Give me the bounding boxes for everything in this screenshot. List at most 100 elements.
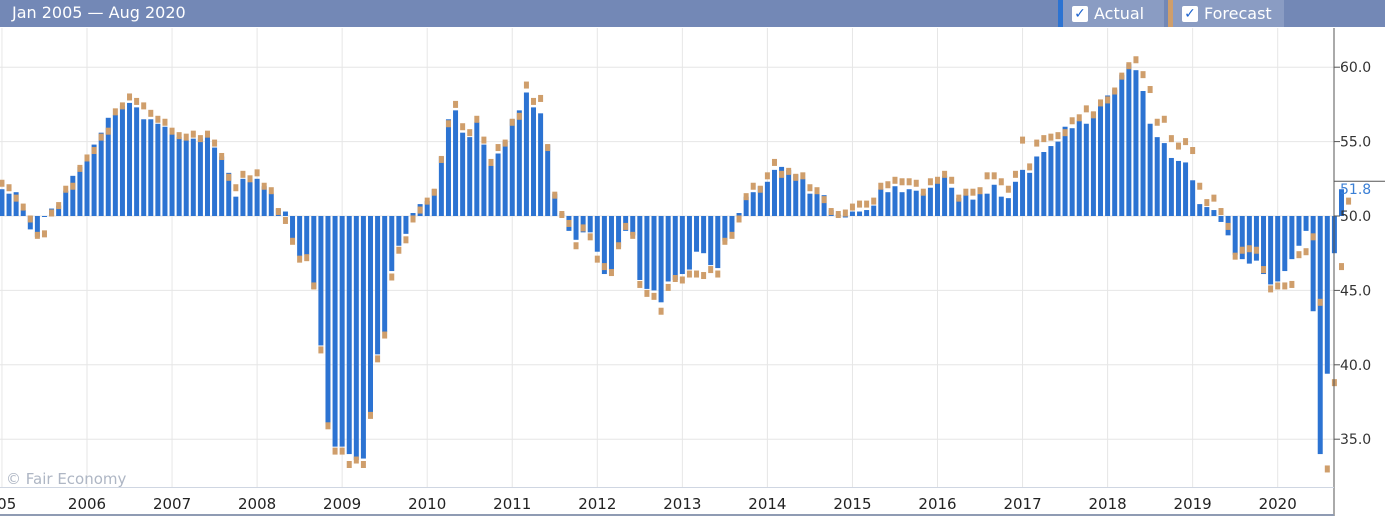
forecast-marker — [467, 129, 473, 137]
forecast-marker — [1034, 139, 1040, 147]
actual-bar — [637, 216, 643, 280]
forecast-marker — [403, 236, 409, 244]
forecast-marker — [587, 233, 593, 241]
x-tick-label: 2014 — [748, 495, 786, 513]
legend-forecast-toggle[interactable]: ✓ Forecast — [1168, 0, 1284, 27]
forecast-marker — [148, 109, 154, 117]
actual-bar — [538, 113, 544, 216]
forecast-marker — [1083, 105, 1089, 113]
actual-bar — [63, 190, 69, 216]
actual-bar — [580, 216, 586, 233]
forecast-marker — [1346, 197, 1352, 205]
x-tick-label: 005 — [0, 495, 16, 513]
x-tick-label: 2008 — [238, 495, 276, 513]
forecast-marker — [84, 154, 90, 162]
forecast-marker — [857, 200, 863, 208]
forecast-marker — [984, 172, 990, 180]
actual-bar — [346, 216, 352, 455]
forecast-marker — [183, 133, 189, 141]
forecast-checkbox-icon[interactable]: ✓ — [1182, 5, 1198, 22]
forecast-marker — [1133, 56, 1139, 64]
forecast-marker — [573, 242, 579, 250]
actual-bar — [885, 192, 891, 216]
forecast-marker — [368, 411, 373, 419]
actual-bar — [247, 181, 253, 216]
forecast-marker — [679, 276, 685, 284]
actual-bar — [1268, 216, 1274, 285]
forecast-marker — [1183, 138, 1189, 146]
forecast-marker — [176, 132, 182, 140]
forecast-marker — [495, 144, 501, 152]
actual-bar — [1005, 198, 1011, 216]
forecast-marker — [1005, 185, 1011, 193]
actual-bar — [920, 193, 926, 216]
forecast-marker — [708, 266, 714, 274]
forecast-marker — [141, 102, 147, 110]
actual-bar — [488, 160, 494, 216]
forecast-marker — [27, 215, 33, 223]
watermark: © Fair Economy — [6, 470, 127, 488]
forecast-marker — [942, 170, 948, 178]
axes: 35.0 40.0 45.0 50.0 55.0 60.0 005 2006 2007 2008 2… — [0, 28, 1385, 516]
actual-bar — [41, 216, 47, 217]
actual-bar — [438, 156, 444, 216]
actual-bar — [375, 216, 381, 355]
forecast-marker — [226, 173, 232, 181]
legend-actual-toggle[interactable]: ✓ Actual — [1058, 0, 1164, 27]
actual-bar — [849, 211, 855, 216]
forecast-marker — [970, 188, 976, 196]
actual-bar — [155, 123, 161, 216]
actual-bar — [169, 134, 175, 216]
actual-bar — [516, 110, 522, 216]
actual-bar — [1261, 216, 1267, 275]
actual-bar — [573, 216, 579, 240]
forecast-marker — [1197, 182, 1203, 190]
forecast-marker — [991, 172, 997, 180]
forecast-marker — [1098, 99, 1104, 107]
actual-bar — [1098, 105, 1104, 216]
actual-checkbox-icon[interactable]: ✓ — [1072, 5, 1088, 22]
forecast-marker — [1225, 222, 1231, 230]
actual-bar — [651, 216, 657, 291]
actual-bar — [91, 144, 97, 216]
actual-bar — [445, 119, 451, 216]
actual-bar — [13, 192, 19, 216]
actual-bar — [814, 192, 820, 216]
actual-bar — [1303, 216, 1309, 231]
forecast-marker — [821, 196, 827, 204]
actual-bar — [630, 216, 636, 236]
actual-bar — [304, 216, 310, 255]
forecast-marker — [1310, 233, 1316, 241]
actual-bar — [183, 140, 189, 216]
forecast-marker — [913, 179, 919, 187]
actual-bar — [963, 195, 969, 216]
actual-bar — [6, 193, 12, 216]
forecast-marker — [1048, 133, 1054, 141]
actual-bar — [708, 216, 714, 266]
actual-bar — [56, 205, 62, 216]
forecast-marker — [566, 219, 572, 227]
actual-bar — [601, 216, 607, 275]
forecast-marker — [1211, 194, 1217, 202]
actual-bar — [715, 216, 721, 269]
forecast-marker — [1161, 115, 1167, 123]
actual-bar — [254, 178, 260, 216]
actual-bar — [892, 186, 898, 216]
forecast-marker — [63, 185, 69, 193]
forecast-marker — [608, 269, 614, 277]
actual-bar — [984, 193, 990, 216]
actual-bar — [658, 216, 664, 303]
actual-bar — [1310, 216, 1316, 312]
forecast-marker — [658, 307, 664, 315]
actual-bar — [998, 196, 1004, 216]
actual-swatch — [1058, 0, 1063, 27]
actual-bar — [878, 189, 884, 216]
actual-bar — [956, 198, 962, 216]
actual-bar — [148, 119, 154, 216]
forecast-marker — [750, 182, 756, 190]
forecast-markers — [0, 56, 1352, 473]
forecast-marker — [1112, 87, 1118, 95]
actual-bar — [268, 193, 274, 216]
forecast-marker — [119, 102, 125, 110]
actual-bar — [1119, 74, 1125, 216]
